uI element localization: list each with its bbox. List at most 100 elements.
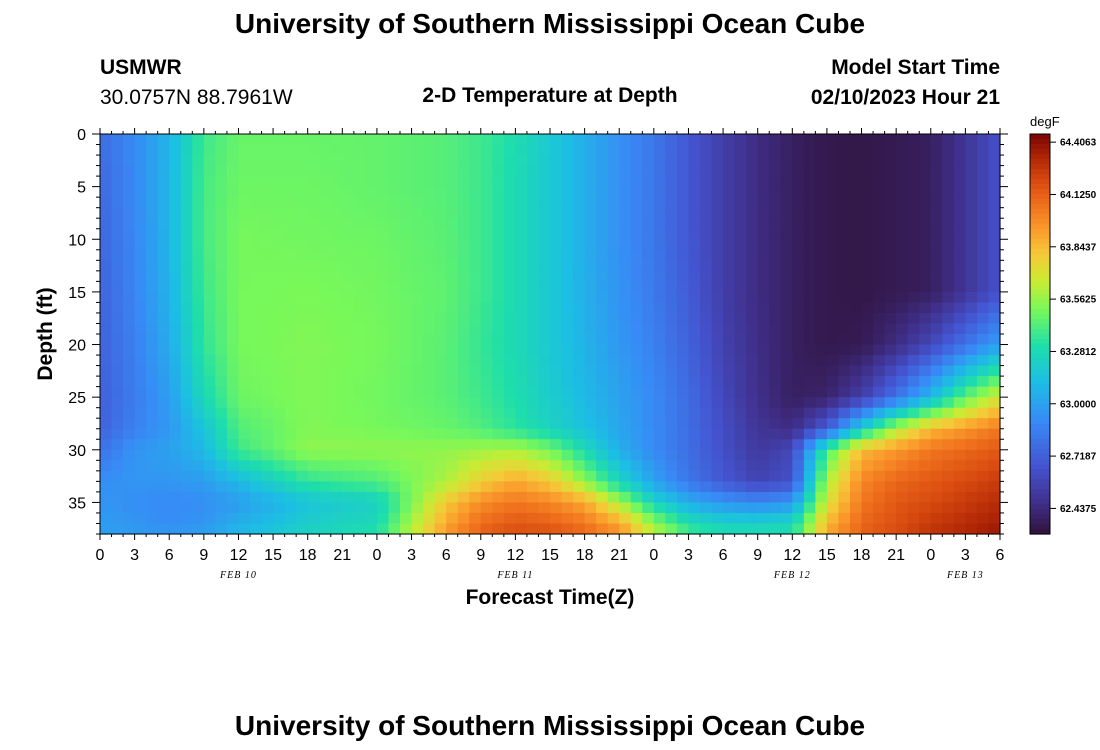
heatmap-cell xyxy=(676,355,690,367)
heatmap-cell xyxy=(480,407,493,419)
heatmap-cell xyxy=(157,334,170,346)
heatmap-cell xyxy=(284,228,297,240)
heatmap-cell xyxy=(192,386,205,398)
heatmap-cell xyxy=(665,260,678,272)
heatmap-cell xyxy=(319,260,332,272)
heatmap-cell xyxy=(930,302,943,314)
colorbar-swatch xyxy=(1030,179,1050,185)
heatmap-cell xyxy=(723,470,736,482)
heatmap-cell xyxy=(457,218,470,230)
heatmap-cell xyxy=(480,334,493,346)
heatmap-cell xyxy=(319,323,332,335)
heatmap-cell xyxy=(434,270,447,282)
heatmap-cell xyxy=(238,197,251,209)
heatmap-cell xyxy=(561,134,574,146)
x-tick-label: 9 xyxy=(199,547,208,564)
heatmap-cell xyxy=(642,407,655,419)
heatmap-cell xyxy=(492,470,505,482)
heatmap-cell xyxy=(607,144,620,156)
y-tick-label: 10 xyxy=(68,232,86,249)
heatmap-cell xyxy=(157,260,170,272)
heatmap-cell xyxy=(757,302,770,314)
heatmap-cell xyxy=(192,302,205,314)
heatmap-cell xyxy=(503,239,516,251)
heatmap-cell xyxy=(330,523,343,535)
heatmap-cell xyxy=(861,491,874,504)
heatmap-cell xyxy=(261,155,274,167)
heatmap-cell xyxy=(469,502,482,514)
heatmap-cell xyxy=(550,197,563,209)
heatmap-cell xyxy=(319,470,332,482)
heatmap-cell xyxy=(803,312,816,325)
heatmap-cell xyxy=(896,207,909,219)
heatmap-cell xyxy=(976,155,990,167)
heatmap-cell xyxy=(480,249,493,261)
heatmap-cell xyxy=(573,165,586,177)
heatmap-cell xyxy=(342,155,355,167)
heatmap-cell xyxy=(919,165,932,177)
heatmap-cell xyxy=(192,249,205,261)
heatmap-cell xyxy=(596,144,609,156)
heatmap-cell xyxy=(976,144,990,156)
heatmap-cell xyxy=(907,397,920,409)
heatmap-cell xyxy=(284,491,297,504)
heatmap-cell xyxy=(930,228,943,240)
heatmap-cell xyxy=(619,439,632,451)
heatmap-cell xyxy=(561,512,574,525)
heatmap-cell xyxy=(446,491,459,504)
heatmap-cell xyxy=(838,323,851,335)
heatmap-cell xyxy=(192,144,205,156)
heatmap-cell xyxy=(769,228,782,240)
heatmap-cell xyxy=(907,470,920,482)
heatmap-cell xyxy=(896,439,909,451)
heatmap-cell xyxy=(203,186,216,198)
heatmap-cell xyxy=(746,439,759,451)
heatmap-cell xyxy=(826,186,840,198)
heatmap-cell xyxy=(815,281,828,293)
heatmap-cell xyxy=(861,439,874,451)
heatmap-cell xyxy=(815,249,828,261)
heatmap-cell xyxy=(930,260,943,272)
heatmap-cell xyxy=(307,355,320,367)
heatmap-cell xyxy=(965,334,978,346)
heatmap-cell xyxy=(376,397,390,409)
heatmap-cell xyxy=(988,418,1001,430)
heatmap-cell xyxy=(700,218,713,230)
heatmap-cell xyxy=(584,218,597,230)
heatmap-cell xyxy=(723,207,736,219)
heatmap-cell xyxy=(803,502,816,514)
heatmap-cell xyxy=(896,491,909,504)
heatmap-cell xyxy=(596,481,609,493)
heatmap-cell xyxy=(226,470,240,482)
heatmap-cell xyxy=(146,428,159,440)
heatmap-cell xyxy=(411,186,424,198)
heatmap-cell xyxy=(930,470,943,482)
heatmap-cell xyxy=(700,376,713,388)
heatmap-cell xyxy=(180,460,193,472)
colorbar-swatch xyxy=(1030,209,1050,215)
heatmap-cell xyxy=(423,418,436,430)
heatmap-cell xyxy=(561,460,574,472)
heatmap-cell xyxy=(861,460,874,472)
heatmap-cell xyxy=(619,302,632,314)
heatmap-cell xyxy=(157,523,170,535)
heatmap-cell xyxy=(261,386,274,398)
heatmap-cell xyxy=(134,502,147,514)
heatmap-cell xyxy=(907,344,920,356)
heatmap-cell xyxy=(261,134,274,146)
heatmap-cell xyxy=(538,428,551,440)
heatmap-cell xyxy=(919,502,932,514)
heatmap-cell xyxy=(250,460,263,472)
heatmap-cell xyxy=(123,323,136,335)
heatmap-cell xyxy=(365,218,378,230)
heatmap-cell xyxy=(353,270,366,282)
heatmap-cell xyxy=(319,481,332,493)
heatmap-cell xyxy=(492,449,505,461)
heatmap-cell xyxy=(619,260,632,272)
heatmap-cell xyxy=(226,144,240,156)
heatmap-cell xyxy=(261,439,274,451)
colorbar-swatch xyxy=(1030,244,1050,250)
heatmap-cell xyxy=(723,144,736,156)
heatmap-cell xyxy=(584,270,597,282)
heatmap-cell xyxy=(457,281,470,293)
